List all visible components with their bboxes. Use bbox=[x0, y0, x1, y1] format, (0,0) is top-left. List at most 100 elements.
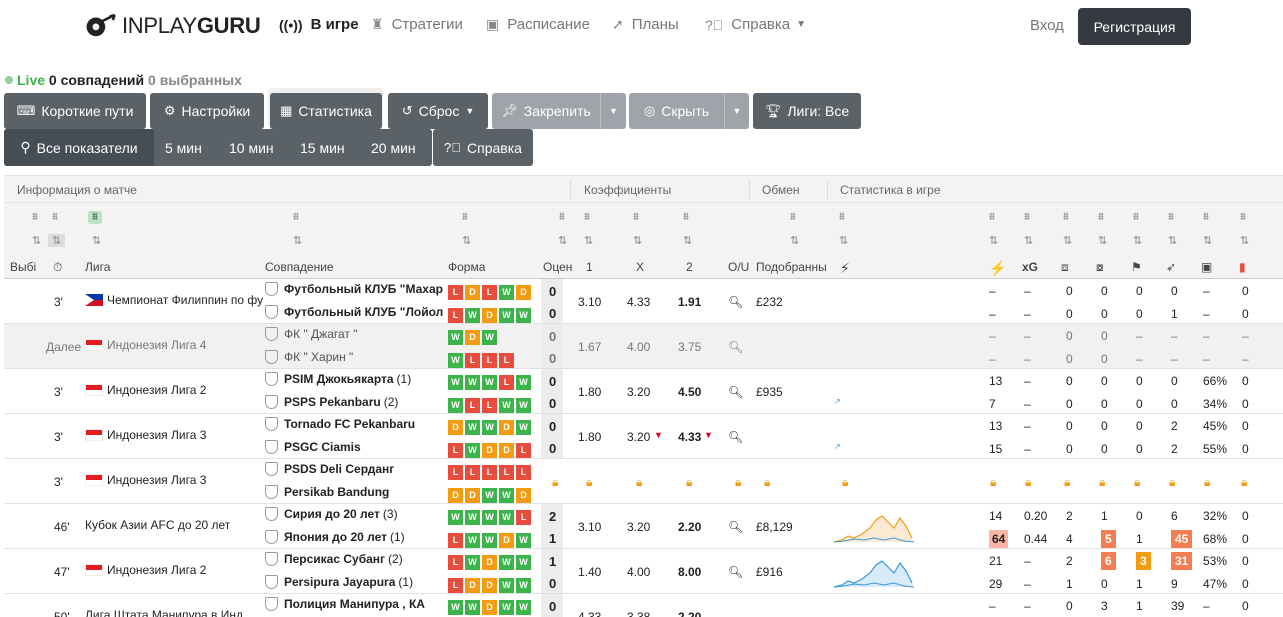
leagues-filter-button[interactable]: 🏆︎ Лиги: Все bbox=[753, 93, 861, 129]
league-name[interactable]: Лига Штата Манипура в Инд bbox=[85, 608, 243, 617]
shot-boot-icon[interactable]: ➶ bbox=[1166, 260, 1177, 274]
odds-draw[interactable]: 3.38 bbox=[627, 610, 651, 617]
filter-icon[interactable]: ⩩ bbox=[790, 211, 796, 223]
odds-home[interactable]: 1.67 bbox=[578, 340, 602, 354]
lock-icon[interactable]: 🔒︎ bbox=[1099, 475, 1106, 489]
filter-icon[interactable]: ⩩ bbox=[1024, 211, 1030, 223]
nav-help[interactable]: ?⃝ Справка ▼ bbox=[705, 16, 807, 33]
sort-icon[interactable]: ⇅ bbox=[683, 235, 693, 247]
register-button[interactable]: Регистрация bbox=[1078, 8, 1191, 45]
dangerous-attacks-icon[interactable]: ⚡ bbox=[989, 260, 1007, 276]
filter-icon[interactable]: ⩩ bbox=[1168, 211, 1174, 223]
filter-icon[interactable]: ⩩ bbox=[462, 211, 468, 223]
col-rating[interactable]: Оцен bbox=[543, 260, 573, 274]
team-name[interactable]: Persikab Bandung bbox=[265, 485, 445, 499]
col-over-under[interactable]: O/U bbox=[728, 260, 750, 274]
col-odds-2[interactable]: 2 bbox=[686, 260, 693, 274]
sort-icon[interactable]: ⇅ bbox=[989, 235, 999, 247]
possession-icon[interactable]: ▣ bbox=[1201, 260, 1213, 274]
clock-icon[interactable]: ⏱ bbox=[53, 260, 63, 274]
period-5-min[interactable]: 5 мин bbox=[165, 140, 202, 156]
lock-icon[interactable]: 🔒︎ bbox=[1204, 475, 1211, 489]
odds-away[interactable]: 2.20 bbox=[678, 610, 702, 617]
filter-icon[interactable]: ⩩ bbox=[584, 211, 590, 223]
odds-away[interactable]: 2.20 bbox=[678, 520, 702, 534]
lock-icon[interactable]: 🔒︎ bbox=[1064, 475, 1071, 489]
filter-icon[interactable]: ⩩ bbox=[293, 211, 299, 223]
sort-icon[interactable]: ⇅ bbox=[1063, 235, 1073, 247]
odds-away[interactable]: 4.50 bbox=[678, 385, 702, 399]
sort-icon[interactable]: ⇅ bbox=[32, 235, 42, 247]
filter-icon[interactable]: ⩩ bbox=[559, 211, 565, 223]
table-row[interactable]: 3' Индонезия Лига 3 Tornado FC Pekanbaru PS… bbox=[4, 414, 1283, 459]
col-match[interactable]: Совпадение bbox=[265, 260, 334, 274]
team-name[interactable]: ФК " Харин " bbox=[265, 350, 445, 364]
odds-home[interactable]: 1.40 bbox=[578, 565, 602, 579]
filter-active-icon[interactable]: ⩩ bbox=[88, 211, 102, 224]
table-row[interactable]: Далее Индонезия Лига 4 ФК " Джагат " ФК " Х… bbox=[4, 324, 1283, 369]
lock-icon[interactable]: 🔒︎ bbox=[552, 475, 559, 489]
shots-off-target-icon[interactable]: ⧇ bbox=[1096, 260, 1104, 274]
stats-button[interactable]: ▦ Статистика bbox=[270, 93, 382, 129]
table-row[interactable]: 47' Индонезия Лига 2 Персикас Субанг (2) Per… bbox=[4, 549, 1283, 594]
team-name[interactable]: PSDS Deli Серданг bbox=[265, 462, 445, 476]
team-name[interactable]: Tornado FC Pekanbaru bbox=[265, 417, 445, 431]
odds-draw[interactable]: 3.20 bbox=[627, 520, 651, 534]
sort-icon[interactable]: ⇅ bbox=[790, 235, 800, 247]
team-name[interactable]: Футбольный КЛУБ "Лойол bbox=[265, 305, 445, 319]
reset-button[interactable]: ↺ Сброс ▼ bbox=[388, 93, 488, 129]
search-icon[interactable]: 🔍︎ bbox=[728, 430, 744, 444]
hide-button[interactable]: ◎ Скрыть bbox=[629, 93, 724, 129]
filter-icon[interactable]: ⩩ bbox=[633, 211, 639, 223]
period-15-min[interactable]: 15 мин bbox=[300, 140, 345, 156]
table-row[interactable]: 3' Чемпионат Филиппин по фу Футбольный КЛУ… bbox=[4, 279, 1283, 324]
pin-button[interactable]: 📌︎ Закрепить bbox=[492, 93, 600, 129]
lock-icon[interactable]: 🔒︎ bbox=[1134, 475, 1141, 489]
search-icon[interactable]: 🔍︎ bbox=[728, 565, 744, 579]
league-name[interactable]: Индонезия Лига 4 bbox=[85, 338, 265, 352]
sort-icon[interactable]: ⇅ bbox=[839, 235, 849, 247]
team-name[interactable]: Персикас Субанг (2) bbox=[265, 552, 445, 566]
filter-icon[interactable]: ⩩ bbox=[839, 211, 845, 223]
attack-momentum-icon[interactable]: ⚡︎ bbox=[840, 260, 850, 276]
team-name[interactable]: ФК " Джагат " bbox=[265, 327, 445, 341]
odds-draw[interactable]: 4.00 bbox=[627, 340, 651, 354]
nav-in-play[interactable]: ((•)) В игре bbox=[279, 16, 359, 33]
col-form[interactable]: Форма bbox=[448, 260, 486, 274]
lock-icon[interactable]: 🔒︎ bbox=[735, 475, 742, 489]
filter-icon[interactable]: ⩩ bbox=[1133, 211, 1139, 223]
col-league[interactable]: Лига bbox=[85, 260, 111, 274]
team-name[interactable]: Футбольный КЛУБ "Махар bbox=[265, 282, 445, 296]
col-select[interactable]: Выбі bbox=[10, 260, 37, 274]
league-name[interactable]: Индонезия Лига 2 bbox=[85, 383, 265, 397]
odds-home[interactable]: 3.10 bbox=[578, 520, 602, 534]
team-name[interactable]: Сирия до 20 лет (3) bbox=[265, 507, 445, 521]
nav-plans[interactable]: ➚ Планы bbox=[612, 16, 679, 33]
filter-icon[interactable]: ⩩ bbox=[683, 211, 689, 223]
pin-dropdown-toggle[interactable]: ▼ bbox=[600, 93, 626, 129]
period-20-min[interactable]: 20 мин bbox=[371, 140, 416, 156]
lock-icon[interactable]: 🔒︎ bbox=[1241, 475, 1248, 489]
sort-active-icon[interactable]: ⇅ bbox=[48, 234, 66, 247]
logo[interactable]: INPLAYGURU bbox=[84, 11, 261, 41]
filter-icon[interactable]: ⩩ bbox=[1240, 211, 1246, 223]
filter-icon[interactable]: ⩩ bbox=[1063, 211, 1069, 223]
filter-icon[interactable]: ⩩ bbox=[32, 211, 38, 223]
table-row[interactable]: 3' Индонезия Лига 3 PSDS Deli Серданг Persi… bbox=[4, 459, 1283, 504]
sort-icon[interactable]: ⇅ bbox=[293, 235, 303, 247]
odds-home[interactable]: 3.10 bbox=[578, 295, 602, 309]
nav-strategies[interactable]: ♜ Стратегии bbox=[371, 16, 463, 33]
sort-icon[interactable]: ⇅ bbox=[1098, 235, 1108, 247]
sort-icon[interactable]: ⇅ bbox=[633, 235, 643, 247]
col-odds-1[interactable]: 1 bbox=[586, 260, 593, 274]
team-name[interactable]: PSGC Ciamis bbox=[265, 440, 445, 454]
login-link[interactable]: Вход bbox=[1030, 17, 1064, 34]
odds-home[interactable]: 4.33 bbox=[578, 610, 602, 617]
lock-icon[interactable]: 🔒︎ bbox=[764, 475, 771, 489]
lock-icon[interactable]: 🔒︎ bbox=[842, 475, 849, 489]
sort-icon[interactable]: ⇅ bbox=[92, 235, 102, 247]
red-card-icon[interactable]: ▮ bbox=[1239, 260, 1246, 274]
odds-home[interactable]: 1.80 bbox=[578, 430, 602, 444]
search-icon[interactable]: 🔍︎ bbox=[728, 385, 744, 399]
sort-icon[interactable]: ⇅ bbox=[462, 235, 472, 247]
